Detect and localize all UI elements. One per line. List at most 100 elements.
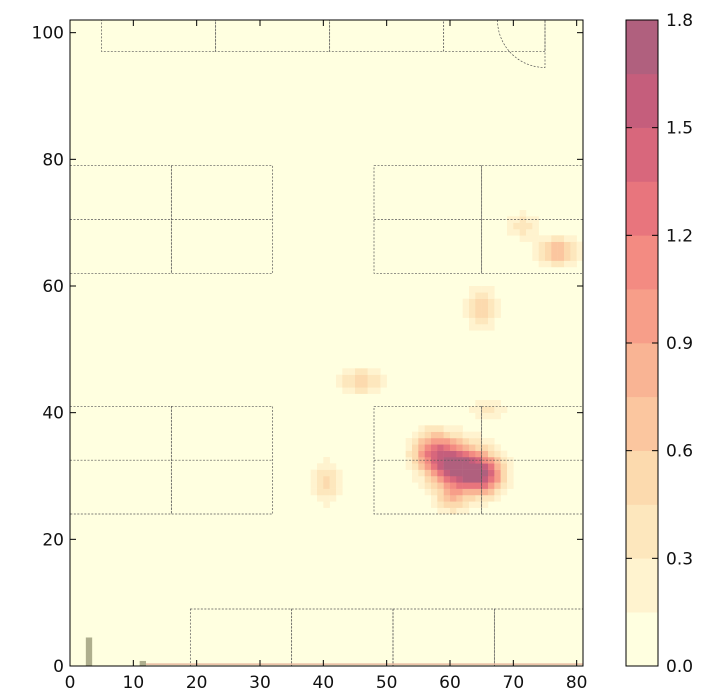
heatmap-cell [437, 425, 444, 432]
heatmap-cell [456, 507, 463, 515]
heatmap-cell [443, 444, 451, 451]
heatmap-cell [494, 305, 501, 312]
heatmap-cell [450, 476, 457, 483]
y-axis: 0 20 40 60 80 100 [32, 24, 583, 677]
heatmap-cell [507, 463, 514, 470]
heatmap-cell [475, 317, 482, 325]
colorbar-segment [626, 20, 658, 75]
heatmap-cell [507, 482, 514, 489]
heatmap-cell [329, 469, 337, 477]
heatmap-cell [412, 457, 419, 464]
heatmap-cell [469, 311, 476, 318]
heatmap-cell [481, 476, 489, 483]
heatmap-cell [494, 400, 501, 407]
heatmap-cell [456, 431, 463, 439]
heatmap-cell [570, 260, 577, 268]
heatmap-cell [437, 444, 444, 451]
heatmap-cell [367, 381, 375, 388]
heatmap-cell [443, 457, 451, 464]
x-tick-label: 50 [376, 673, 398, 693]
heatmap-cell [488, 463, 495, 470]
heatmap-cell [418, 463, 425, 470]
heatmap-cell [488, 412, 495, 420]
heatmap-cell [412, 438, 419, 445]
heatmap-cell [500, 450, 508, 458]
heatmap-cell [424, 469, 432, 477]
heatmap-cell [475, 431, 482, 439]
heatmap-cell [412, 444, 419, 451]
heatmap-cell [431, 495, 438, 502]
heatmap-cell [469, 444, 476, 451]
y-tick-label: 0 [53, 657, 64, 677]
heatmap-cell [418, 425, 425, 432]
heatmap-cell [317, 488, 324, 496]
heatmap-cell [519, 210, 527, 217]
heatmap-cell [551, 248, 558, 255]
heatmap-cell [564, 241, 571, 249]
heatmap-cell [342, 387, 349, 394]
colorbar-segment [626, 504, 658, 559]
heatmap-cell [564, 235, 571, 242]
heatmap-cell [475, 495, 482, 502]
heatmap-cell [361, 374, 368, 382]
heatmap-cell [469, 495, 476, 502]
heatmap-cell [450, 444, 457, 451]
heatmap-cell [469, 292, 476, 299]
heatmap-cell [456, 476, 463, 483]
heatmap-cell [361, 381, 368, 388]
heatmap-cell [500, 482, 508, 489]
heatmap-cell [481, 412, 489, 420]
heatmap-cell [323, 488, 330, 496]
heatmap-cell [437, 507, 444, 515]
heatmap-cell [418, 457, 425, 464]
heatmap-cell [456, 463, 463, 470]
heatmap-cell [329, 495, 337, 502]
heatmap-cell [538, 254, 546, 261]
heatmap-cell [437, 450, 444, 458]
colorbar-segment [626, 289, 658, 344]
heatmap-cell [462, 495, 470, 502]
floorplan-wall [170, 165, 274, 274]
heatmap-cell [367, 368, 375, 375]
heatmap-cell [545, 254, 552, 261]
heatmap-cell [405, 457, 413, 464]
heatmap-cell [431, 469, 438, 477]
heatmap-cell [456, 495, 463, 502]
heatmap-cell [532, 248, 539, 255]
heatmap-background [70, 20, 583, 666]
heatmap-cell [551, 241, 558, 249]
heatmap-cell [494, 482, 501, 489]
heatmap-cell [450, 431, 457, 439]
heatmap-cell [323, 476, 330, 483]
heatmap-cell [494, 450, 501, 458]
heatmap-cell [361, 368, 368, 375]
heatmap-cell [475, 412, 482, 420]
heatmap-cell [355, 374, 362, 382]
heatmap-cell [551, 260, 558, 268]
heatmap-cell [500, 488, 508, 496]
heatmap-cell [355, 387, 362, 394]
heatmap-cell [462, 298, 470, 306]
heatmap-cell [538, 235, 546, 242]
heatmap-cell [469, 406, 476, 413]
heatmap-cell [557, 241, 565, 249]
y-tick-label: 60 [42, 277, 64, 297]
heatmap-cell [431, 431, 438, 439]
heatmap-cell [500, 406, 508, 413]
heatmap-cell [494, 495, 501, 502]
heatmap-cell [418, 476, 425, 483]
heatmap-cell [450, 495, 457, 502]
heatmap-cell [481, 400, 489, 407]
heatmap-cell [488, 406, 495, 413]
heatmap-cell [374, 387, 381, 394]
heatmap-cell [355, 368, 362, 375]
heatmap-cell [519, 222, 527, 230]
heatmap-cell [494, 476, 501, 483]
heatmap-cell [450, 450, 457, 458]
heatmap-cell [481, 298, 489, 306]
colorbar-tick-label: 0.3 [666, 549, 693, 569]
heatmap-cell [462, 501, 470, 508]
heatmap-cell [488, 305, 495, 312]
heatmap-cell [545, 235, 552, 242]
heatmap-cell [513, 222, 520, 230]
